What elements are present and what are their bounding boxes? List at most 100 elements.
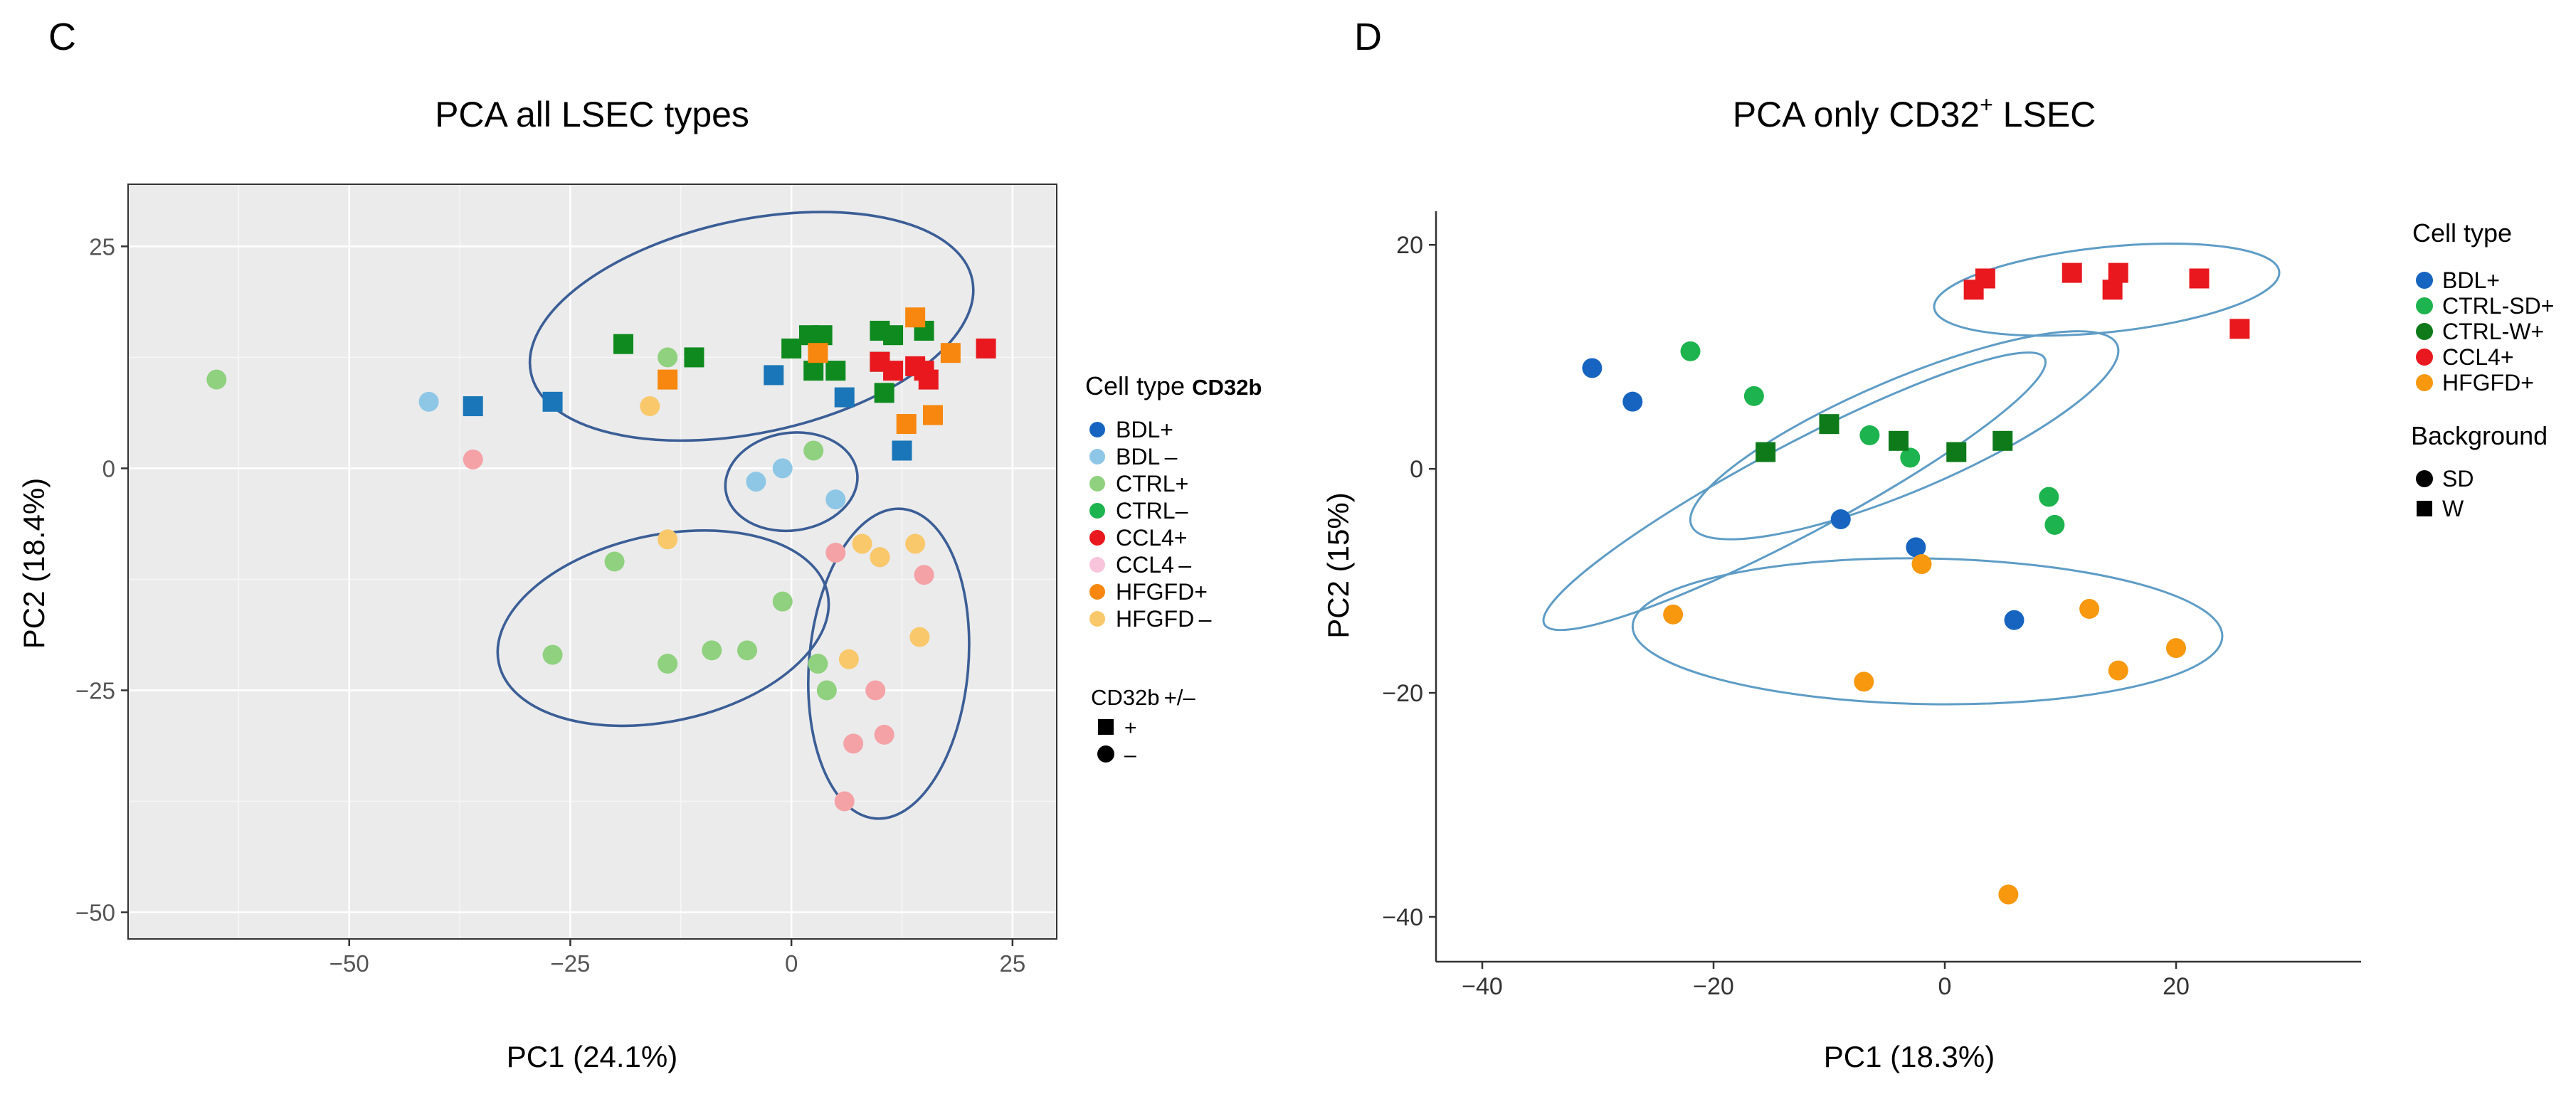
x-tick-label-c-3: 25	[999, 950, 1025, 977]
panel-letter-c: C	[48, 16, 76, 58]
data-point-d-4-6	[1998, 884, 2019, 905]
data-point-d-1-5	[2044, 514, 2065, 535]
legend-title-d: Cell type	[2412, 218, 2512, 248]
data-point-c-1-2	[772, 458, 793, 479]
data-point-c-3-3	[870, 547, 890, 568]
gridlines-c	[128, 184, 1057, 939]
shape-legend-label-c-0: +	[1124, 716, 1137, 740]
data-point-c-0-5	[702, 640, 722, 661]
data-point-d-2-1	[1819, 414, 1839, 435]
confidence-ellipse-d-1	[1689, 330, 2120, 541]
shape-legend-label-d-1: W	[2442, 496, 2464, 521]
chart-title-d-sup: +	[1980, 92, 1993, 117]
data-point-c-0-9	[808, 654, 828, 674]
data-point-d-2-0	[1756, 442, 1776, 462]
data-point-d-4-4	[2108, 660, 2128, 681]
data-point-c-5-0	[613, 334, 633, 354]
data-point-c-2-0	[463, 449, 483, 469]
x-axis-label-c: PC1 (24.1%)	[507, 1040, 677, 1073]
points-c	[206, 307, 996, 812]
y-tick-label-c-2: −25	[75, 677, 115, 703]
shape-legend-label-c-1: –	[1124, 743, 1136, 767]
data-point-c-4-0	[463, 396, 483, 417]
chart-title-d-main: PCA only CD32	[1733, 95, 1980, 134]
data-point-d-2-4	[1992, 430, 2013, 451]
data-point-d-1-1	[1743, 386, 1764, 406]
y-axis-label-c: PC2 (18.4%)	[17, 478, 51, 649]
confidence-ellipse-c-3	[807, 507, 971, 820]
shape-legend-circle-c	[1097, 745, 1114, 763]
data-point-c-3-4	[905, 533, 926, 554]
chart-title-c: PCA all LSEC types	[435, 95, 749, 134]
data-point-c-6-4	[918, 369, 939, 390]
ticks-c: −50 −25 0 25 25 0 −25 −50	[75, 233, 1025, 977]
data-point-d-2-3	[1946, 442, 1967, 462]
legend-label-c-0: BDL+	[1116, 417, 1173, 442]
chart-title-d-suffix: LSEC	[1993, 95, 2096, 134]
data-point-d-3-2	[2062, 262, 2082, 283]
legend-label-d-0: BDL+	[2442, 267, 2500, 293]
plot-background-d	[1436, 211, 2361, 962]
data-point-d-0-4	[2004, 610, 2025, 630]
legend-label-d-4: HFGFD+	[2442, 370, 2534, 395]
ellipses-c	[496, 211, 975, 820]
data-point-c-0-6	[737, 640, 757, 661]
data-point-c-7-3	[940, 343, 961, 363]
data-point-d-4-3	[2079, 598, 2100, 619]
legend-label-c-7: HFGFD –	[1116, 606, 1212, 632]
data-point-d-4-2	[1911, 554, 1932, 575]
shape-legend-label-d-0: SD	[2442, 466, 2474, 492]
shape-legend-items-c: +–	[1097, 716, 1137, 767]
shape-legend-circle-d	[2416, 470, 2433, 487]
legend-label-c-2: CTRL+	[1116, 471, 1188, 496]
legend-swatch-d-4	[2416, 374, 2433, 391]
y-tick-label-d-1: 0	[1410, 456, 1423, 483]
data-point-c-6-5	[976, 338, 996, 359]
data-point-d-3-1	[1975, 268, 1995, 289]
legend-c: Cell type CD32b BDL+BDL –CTRL+CTRL–CCL4+…	[1085, 371, 1262, 767]
legend-label-c-6: HFGFD+	[1116, 579, 1208, 605]
legend-label-c-4: CCL4+	[1116, 525, 1188, 551]
x-tick-label-d-1: −20	[1693, 973, 1734, 1000]
data-point-c-7-0	[658, 369, 678, 390]
legend-items-c: BDL+BDL –CTRL+CTRL–CCL4+CCL4 –HFGFD+HFGF…	[1089, 417, 1212, 632]
data-point-c-3-5	[909, 627, 930, 647]
data-point-c-2-5	[874, 724, 894, 745]
legend-items-d: BDL+CTRL-SD+CTRL-W+CCL4+HFGFD+	[2416, 267, 2554, 395]
data-point-c-3-0	[640, 396, 660, 417]
data-point-c-0-2	[604, 551, 625, 572]
ticks-d: −40 −20 0 20 20 0 −20 −40	[1382, 232, 2190, 1000]
legend-label-c-1: BDL –	[1116, 444, 1178, 469]
data-point-c-1-0	[418, 391, 439, 412]
data-point-c-0-10	[816, 680, 837, 701]
y-tick-label-c-3: −50	[75, 900, 115, 926]
data-point-d-0-1	[1622, 391, 1643, 412]
data-point-d-4-0	[1663, 604, 1684, 625]
data-point-d-1-2	[1859, 425, 1880, 445]
data-point-c-5-1	[684, 347, 704, 368]
legend-title-text-c: Cell type	[1085, 371, 1185, 400]
points-d	[1582, 262, 2250, 905]
data-point-d-1-4	[2039, 487, 2059, 507]
data-point-c-5-7	[883, 325, 904, 346]
shape-legend-items-d: SD W	[2416, 466, 2474, 521]
data-point-c-3-2	[852, 533, 872, 554]
data-point-c-7-1	[808, 343, 828, 363]
data-point-c-5-5	[825, 361, 846, 381]
data-point-d-0-3	[1906, 537, 1926, 558]
data-point-c-0-4	[658, 654, 678, 674]
shape-legend-title-d: Background	[2411, 421, 2548, 450]
data-point-c-3-6	[838, 649, 859, 669]
legend-title-c: Cell type CD32b	[1085, 371, 1262, 400]
x-tick-label-d-2: 0	[1938, 973, 1952, 1000]
legend-swatch-c-5	[1089, 557, 1105, 573]
legend-label-d-1: CTRL-SD+	[2442, 293, 2554, 319]
panel-letter-d: D	[1354, 16, 1382, 58]
confidence-ellipse-d-2	[1933, 242, 2281, 337]
legend-label-d-2: CTRL-W+	[2442, 319, 2544, 344]
data-point-c-5-4	[812, 325, 833, 346]
plot-frame-c	[127, 184, 1057, 940]
data-point-c-0-3	[542, 644, 563, 665]
data-point-c-1-1	[746, 472, 766, 492]
